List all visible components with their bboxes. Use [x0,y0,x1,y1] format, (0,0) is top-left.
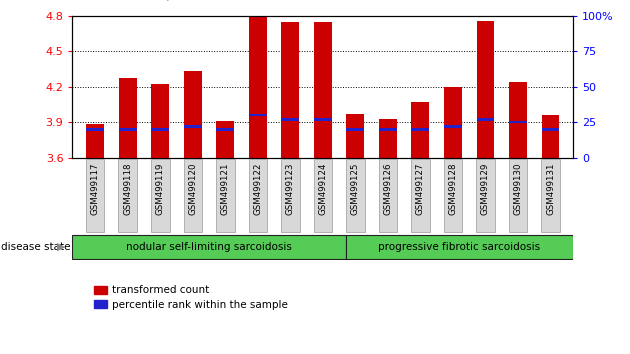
Bar [216,128,234,131]
Text: GSM499126: GSM499126 [384,162,392,215]
Bar [216,121,234,158]
Bar [476,21,495,158]
Bar [509,121,527,124]
Bar [249,114,266,116]
Text: progressive fibrotic sarcoidosis: progressive fibrotic sarcoidosis [379,242,541,252]
Bar [184,72,202,158]
Text: GSM499125: GSM499125 [351,162,360,215]
Bar [184,125,202,128]
FancyBboxPatch shape [411,159,430,232]
Text: GSM499122: GSM499122 [253,162,262,215]
Text: disease state: disease state [1,242,71,252]
Text: GSM499130: GSM499130 [513,162,522,215]
Bar [542,128,559,131]
Text: GSM499120: GSM499120 [188,162,197,215]
FancyBboxPatch shape [151,159,169,232]
Bar [509,82,527,158]
FancyBboxPatch shape [444,159,462,232]
FancyBboxPatch shape [249,159,267,232]
Bar [151,128,169,131]
Text: GSM499123: GSM499123 [286,162,295,215]
FancyBboxPatch shape [216,159,234,232]
Bar [86,128,104,131]
Bar [411,128,430,131]
Bar [151,84,169,158]
FancyBboxPatch shape [346,235,573,259]
Text: GSM499127: GSM499127 [416,162,425,215]
Bar [314,22,332,158]
Text: ▶: ▶ [57,242,66,252]
Text: GDS3705 / 8142401: GDS3705 / 8142401 [104,0,231,2]
Bar [444,87,462,158]
Text: GSM499129: GSM499129 [481,162,490,215]
Bar [346,114,364,158]
Text: GSM499119: GSM499119 [156,162,165,215]
FancyBboxPatch shape [379,159,397,232]
Text: GSM499131: GSM499131 [546,162,555,215]
FancyBboxPatch shape [86,159,105,232]
FancyBboxPatch shape [118,159,137,232]
Bar [314,118,332,121]
Bar [119,128,137,131]
Text: GSM499124: GSM499124 [318,162,328,215]
Text: GSM499121: GSM499121 [220,162,230,215]
Bar [379,119,397,158]
Bar [542,115,559,158]
Bar [346,128,364,131]
Bar [476,118,495,121]
Bar [282,22,299,158]
FancyBboxPatch shape [541,159,560,232]
Bar [379,128,397,131]
Text: GSM499128: GSM499128 [449,162,457,215]
Text: GSM499117: GSM499117 [91,162,100,215]
Bar [249,17,266,158]
Bar [86,125,104,158]
Legend: transformed count, percentile rank within the sample: transformed count, percentile rank withi… [90,281,292,314]
FancyBboxPatch shape [314,159,332,232]
Bar [444,125,462,128]
Bar [411,102,430,158]
Text: GSM499118: GSM499118 [123,162,132,215]
FancyBboxPatch shape [476,159,495,232]
FancyBboxPatch shape [281,159,300,232]
FancyBboxPatch shape [346,159,365,232]
FancyBboxPatch shape [72,235,346,259]
Text: nodular self-limiting sarcoidosis: nodular self-limiting sarcoidosis [126,242,292,252]
FancyBboxPatch shape [183,159,202,232]
FancyBboxPatch shape [509,159,527,232]
Bar [282,118,299,121]
Bar [119,79,137,158]
